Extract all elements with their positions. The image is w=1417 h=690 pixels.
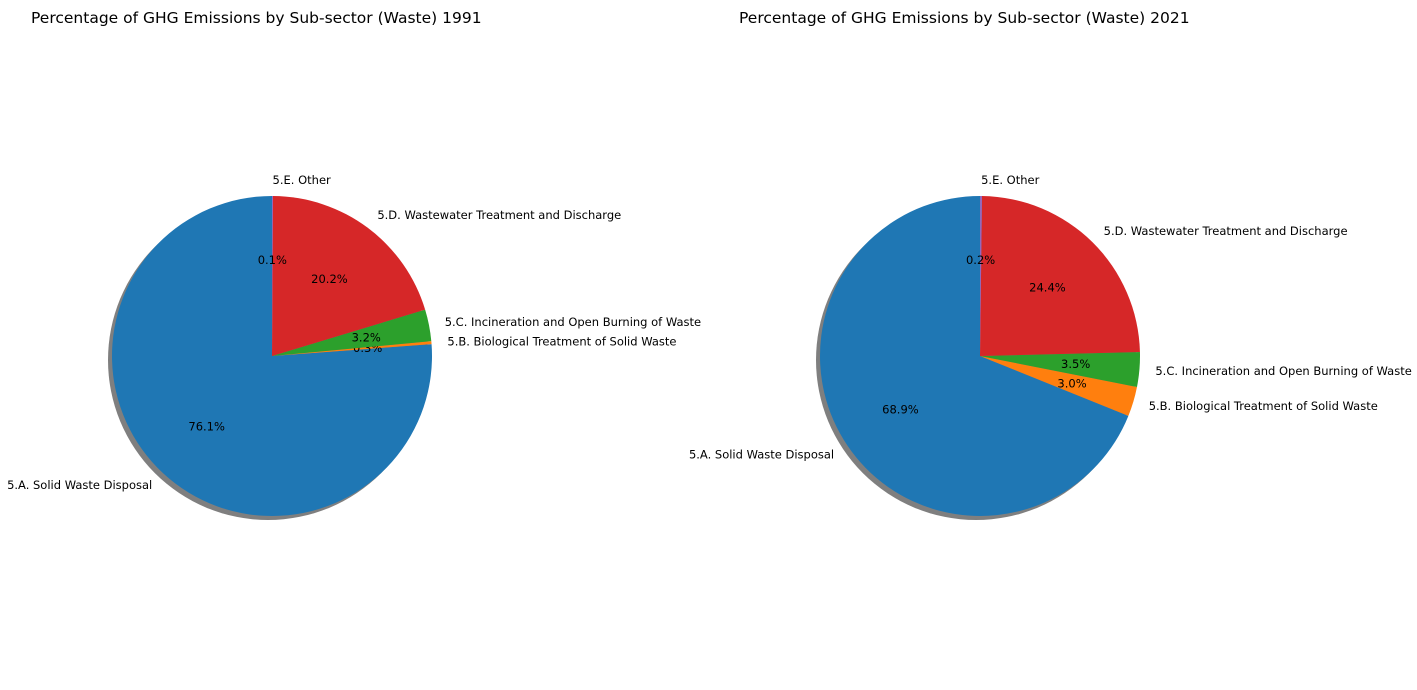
pie-slice-1991-5-d-wastewater-treatment-and-discharge (272, 196, 426, 356)
pie-slice-1991-5-e-other (272, 196, 274, 356)
pie-slice-2021-5-b-biological-treatment-of-solid-waste (980, 356, 1137, 416)
pie-slice-2021-5-d-wastewater-treatment-and-discharge (980, 196, 1140, 356)
pie-category-label-1991-5-a-solid-waste-disposal: 5.A. Solid Waste Disposal (7, 478, 152, 492)
pie-category-label-2021-5-b-biological-treatment-of-solid-waste: 5.B. Biological Treatment of Solid Waste (1149, 399, 1378, 413)
pie-slice-2021-5-e-other (980, 196, 983, 356)
pie-slice-2021-5-a-solid-waste-disposal (820, 196, 1129, 516)
pie-percent-label-2021-5-c-incineration-and-open-burning-of-waste: 3.5% (1061, 357, 1090, 371)
pie-slice-2021-5-c-incineration-and-open-burning-of-waste (980, 351, 1140, 387)
pie-percent-label-1991-5-a-solid-waste-disposal: 76.1% (188, 419, 225, 433)
pie-category-label-2021-5-e-other: 5.E. Other (981, 173, 1039, 187)
pie-slice-1991-5-c-incineration-and-open-burning-of-waste (272, 309, 432, 356)
pie-category-label-1991-5-c-incineration-and-open-burning-of-waste: 5.C. Incineration and Open Burning of Wa… (445, 315, 701, 329)
pie-percent-label-2021-5-e-other: 0.2% (966, 253, 995, 267)
pie-percent-label-1991-5-c-incineration-and-open-burning-of-waste: 3.2% (352, 331, 381, 345)
pie-percent-label-2021-5-b-biological-treatment-of-solid-waste: 3.0% (1057, 376, 1086, 390)
pie-slice-1991-5-b-biological-treatment-of-solid-waste (272, 341, 432, 356)
pie-percent-label-2021-5-a-solid-waste-disposal: 68.9% (882, 403, 919, 417)
pie-percent-label-1991-5-d-wastewater-treatment-and-discharge: 20.2% (311, 272, 348, 286)
pie-category-label-1991-5-e-other: 5.E. Other (273, 173, 331, 187)
chart-title-1991: Percentage of GHG Emissions by Sub-secto… (31, 9, 482, 27)
pie-percent-label-2021-5-d-wastewater-treatment-and-discharge: 24.4% (1029, 281, 1066, 295)
pie-category-label-1991-5-d-wastewater-treatment-and-discharge: 5.D. Wastewater Treatment and Discharge (377, 208, 621, 222)
pie-category-label-1991-5-b-biological-treatment-of-solid-waste: 5.B. Biological Treatment of Solid Waste (447, 334, 676, 348)
pie-category-label-2021-5-c-incineration-and-open-burning-of-waste: 5.C. Incineration and Open Burning of Wa… (1155, 364, 1411, 378)
pie-category-label-2021-5-a-solid-waste-disposal: 5.A. Solid Waste Disposal (689, 447, 834, 461)
pie-percent-label-1991-5-e-other: 0.1% (258, 253, 287, 267)
chart-title-2021: Percentage of GHG Emissions by Sub-secto… (739, 9, 1190, 27)
pie-category-label-2021-5-d-wastewater-treatment-and-discharge: 5.D. Wastewater Treatment and Discharge (1104, 224, 1348, 238)
